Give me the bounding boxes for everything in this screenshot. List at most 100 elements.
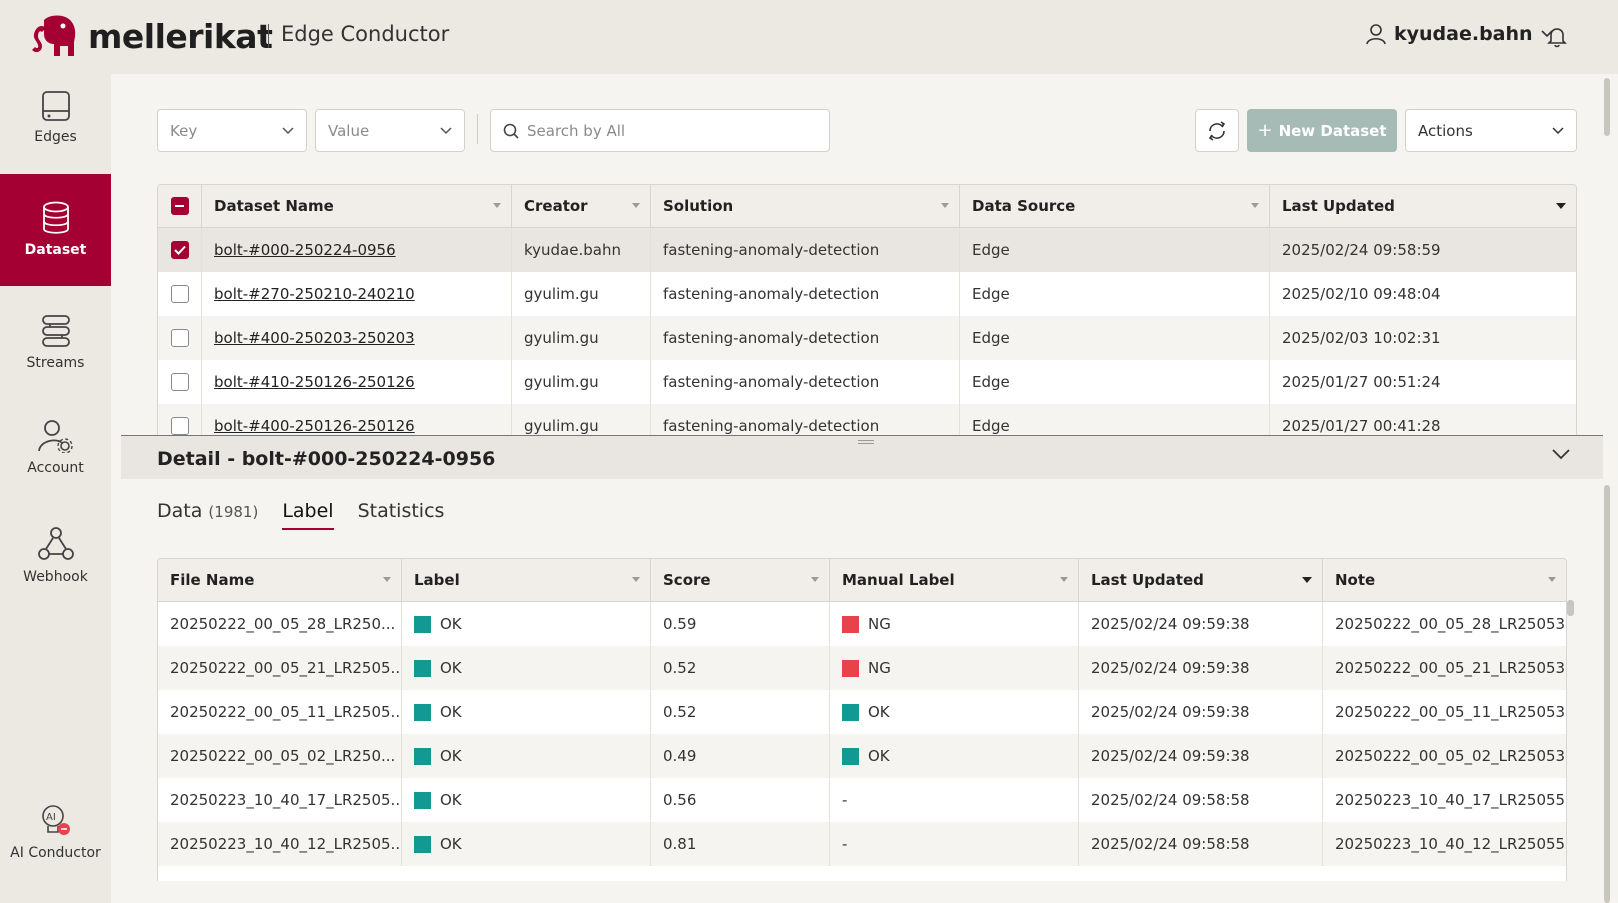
- label-cell: OK: [402, 690, 651, 734]
- column-header-note[interactable]: Note: [1323, 559, 1566, 601]
- manual-label-cell[interactable]: OK: [830, 690, 1079, 734]
- column-header-last-updated[interactable]: Last Updated: [1270, 185, 1576, 227]
- row-checkbox[interactable]: [170, 241, 189, 259]
- column-header-label[interactable]: Label: [402, 559, 651, 601]
- manual-label-cell[interactable]: NG: [830, 646, 1079, 690]
- label-cell: OK: [402, 734, 651, 778]
- row-select-cell: [158, 228, 202, 272]
- column-header-creator[interactable]: Creator: [512, 185, 651, 227]
- last-updated-cell: 2025/02/24 09:59:38: [1079, 646, 1323, 690]
- refresh-button[interactable]: [1195, 109, 1239, 152]
- dataset-name-link[interactable]: bolt-#400-250203-250203: [214, 329, 415, 347]
- select-all-cell: [158, 185, 202, 227]
- search-input[interactable]: Search by All: [490, 109, 830, 152]
- dataset-name-link[interactable]: bolt-#270-250210-240210: [214, 285, 415, 303]
- manual-label-cell[interactable]: -: [830, 822, 1079, 866]
- sidebar-item-dataset[interactable]: Dataset: [0, 174, 111, 286]
- table-row[interactable]: bolt-#270-250210-240210 gyulim.gu fastenin…: [158, 272, 1576, 316]
- label-cell: OK: [402, 778, 651, 822]
- column-header-file-name[interactable]: File Name: [158, 559, 402, 601]
- chevron-down-icon[interactable]: [1551, 448, 1571, 460]
- logo[interactable]: mellerikat: [30, 14, 273, 58]
- notification-bell-icon[interactable]: [1547, 26, 1567, 52]
- column-header-solution[interactable]: Solution: [651, 185, 960, 227]
- user-menu[interactable]: kyudae.bahn: [1366, 23, 1553, 45]
- data-source-cell: Edge: [960, 228, 1270, 272]
- table-row[interactable]: bolt-#000-250224-0956 kyudae.bahn fastenin…: [158, 228, 1576, 272]
- label-swatch: [414, 747, 431, 765]
- sidebar-item-label: Webhook: [23, 569, 88, 585]
- column-header-score[interactable]: Score: [651, 559, 830, 601]
- dataset-name-link[interactable]: bolt-#400-250126-250126: [214, 417, 415, 435]
- label-value: OK: [440, 791, 462, 809]
- key-select[interactable]: Key: [157, 109, 307, 152]
- score-cell: 0.81: [651, 822, 830, 866]
- select-all-checkbox[interactable]: [170, 197, 189, 215]
- row-select-cell: [158, 404, 202, 436]
- data-source-cell: Edge: [960, 404, 1270, 436]
- tab-statistics[interactable]: Statistics: [357, 500, 445, 522]
- manual-label-swatch: [842, 615, 859, 633]
- row-checkbox[interactable]: [170, 285, 189, 303]
- row-checkbox[interactable]: [170, 417, 189, 435]
- sidebar-item-label: Streams: [26, 355, 85, 371]
- file-name-cell: 20250223_10_40_12_LR2505...: [158, 822, 402, 866]
- dataset-name-link[interactable]: bolt-#000-250224-0956: [214, 241, 396, 259]
- score-cell: 0.59: [651, 602, 830, 646]
- sidebar-item-edges[interactable]: Edges: [0, 90, 111, 170]
- note-cell: 20250222_00_05_28_LR25053K0: [1335, 615, 1566, 633]
- note-cell: 20250222_00_05_21_LR25053K0: [1335, 659, 1566, 677]
- last-updated-cell: 2025/02/24 09:58:58: [1079, 822, 1323, 866]
- label-table-scrollbar-thumb[interactable]: [1567, 600, 1574, 616]
- table-row[interactable]: bolt-#400-250203-250203 gyulim.gu fastenin…: [158, 316, 1576, 360]
- column-header-last-updated[interactable]: Last Updated: [1079, 559, 1323, 601]
- manual-label-cell[interactable]: -: [830, 778, 1079, 822]
- manual-label-cell[interactable]: OK: [830, 734, 1079, 778]
- sidebar-item-streams[interactable]: Streams: [0, 314, 111, 394]
- row-checkbox[interactable]: [170, 329, 189, 347]
- new-dataset-label: New Dataset: [1278, 121, 1387, 140]
- dataset-name-link[interactable]: bolt-#410-250126-250126: [214, 373, 415, 391]
- actions-dropdown[interactable]: Actions: [1405, 109, 1577, 152]
- resize-handle[interactable]: [858, 440, 874, 444]
- detail-panel-header[interactable]: Detail - bolt-#000-250224-0956: [121, 435, 1603, 479]
- table-row[interactable]: 20250223_10_40_17_LR2505... OK 0.56- 2025/0…: [158, 778, 1566, 822]
- scrollbar-thumb[interactable]: [1604, 78, 1610, 136]
- new-dataset-button[interactable]: + New Dataset: [1247, 109, 1397, 152]
- last-updated-cell: 2025/02/24 09:59:38: [1079, 734, 1323, 778]
- sidebar-item-ai-conductor[interactable]: AI AI Conductor: [0, 804, 111, 900]
- detail-scrollbar-thumb[interactable]: [1604, 485, 1610, 903]
- column-header-manual-label[interactable]: Manual Label: [830, 559, 1079, 601]
- sidebar-item-account[interactable]: Account: [0, 419, 111, 499]
- value-select[interactable]: Value: [315, 109, 465, 152]
- score-cell: 0.56: [651, 778, 830, 822]
- table-row[interactable]: 20250222_00_05_11_LR2505... OK 0.52 OK 2025/…: [158, 690, 1566, 734]
- manual-label-cell[interactable]: NG: [830, 602, 1079, 646]
- manual-label-value: NG: [868, 659, 891, 677]
- file-name-cell: 20250222_00_05_28_LR250...: [158, 602, 402, 646]
- row-select-cell: [158, 272, 202, 316]
- sidebar: Edges Dataset Streams Account: [0, 74, 111, 903]
- chevron-down-icon: [1540, 30, 1553, 38]
- tab-label[interactable]: Label: [282, 500, 334, 530]
- column-header-dataset-name[interactable]: Dataset Name: [202, 185, 512, 227]
- last-updated-cell: 2025/01/27 00:41:28: [1282, 417, 1441, 435]
- tab-data[interactable]: Data (1981): [157, 500, 259, 522]
- table-row[interactable]: 20250222_00_05_28_LR250... OK 0.59 NG 2025/0…: [158, 602, 1566, 646]
- last-updated-cell: 2025/01/27 00:51:24: [1282, 373, 1441, 391]
- label-cell: OK: [402, 646, 651, 690]
- row-checkbox[interactable]: [170, 373, 189, 391]
- dataset-table-header: Dataset Name Creator Solution Data Sourc…: [158, 185, 1576, 228]
- key-select-placeholder: Key: [170, 121, 198, 140]
- table-row[interactable]: bolt-#400-250126-250126 gyulim.gu fastenin…: [158, 404, 1576, 436]
- column-header-data-source[interactable]: Data Source: [960, 185, 1270, 227]
- table-row[interactable]: 20250223_10_40_12_LR2505... OK 0.81- 2025/0…: [158, 822, 1566, 866]
- ai-conductor-icon: AI: [41, 805, 70, 835]
- table-row[interactable]: bolt-#410-250126-250126 gyulim.gu fastenin…: [158, 360, 1576, 404]
- table-row[interactable]: 20250222_00_05_02_LR250... OK 0.49 OK 2025/0…: [158, 734, 1566, 778]
- label-cell: OK: [402, 602, 651, 646]
- label-table: File Name Label Score Manual Label Last …: [157, 558, 1567, 881]
- sidebar-item-webhook[interactable]: Webhook: [0, 526, 111, 606]
- edge-device-icon: [41, 91, 70, 121]
- table-row[interactable]: 20250222_00_05_21_LR2505... OK 0.52 NG 2025/…: [158, 646, 1566, 690]
